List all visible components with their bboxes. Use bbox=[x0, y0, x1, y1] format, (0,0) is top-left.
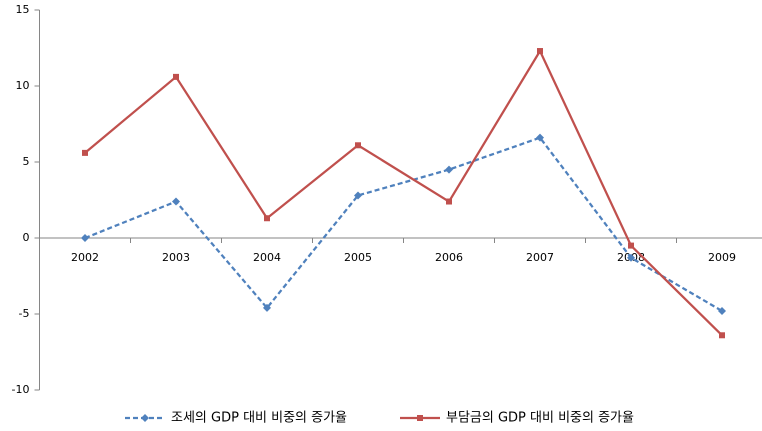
line bbox=[84, 48, 723, 337]
point bbox=[628, 242, 634, 249]
legend-marker bbox=[141, 414, 149, 422]
legend-item: 조세의 GDP 대비 비중의 증가율 bbox=[125, 411, 347, 426]
y-tick-label: -5 bbox=[19, 307, 30, 320]
point bbox=[264, 215, 270, 222]
y-tick-label: 15 bbox=[16, 3, 30, 16]
y-tick-label: -10 bbox=[12, 383, 30, 396]
x-tick-label: 2009 bbox=[708, 251, 736, 264]
legend-label: 조세의 GDP 대비 비중의 증가율 bbox=[171, 411, 347, 426]
point bbox=[537, 48, 543, 55]
legend-marker bbox=[417, 415, 423, 421]
point bbox=[718, 306, 726, 315]
x-tick-label: 2006 bbox=[435, 251, 463, 264]
point bbox=[354, 191, 362, 200]
legend-item: 부담금의 GDP 대비 비중의 증가율 bbox=[400, 411, 634, 426]
x-tick-label: 2007 bbox=[526, 251, 554, 264]
y-tick-label: 0 bbox=[23, 231, 30, 244]
point bbox=[172, 197, 180, 206]
line bbox=[84, 136, 723, 312]
point bbox=[173, 73, 179, 80]
point bbox=[445, 165, 453, 174]
point bbox=[263, 303, 271, 312]
x-tick-label: 2003 bbox=[162, 251, 190, 264]
y-tick-label: 10 bbox=[16, 79, 30, 92]
x-tick-label: 2002 bbox=[71, 251, 99, 264]
point bbox=[627, 253, 635, 262]
legend-label: 부담금의 GDP 대비 비중의 증가율 bbox=[446, 411, 634, 426]
point bbox=[446, 198, 452, 205]
y-tick-label: 5 bbox=[23, 155, 30, 168]
point bbox=[536, 133, 544, 142]
series bbox=[82, 48, 725, 339]
series bbox=[81, 133, 726, 315]
x-tick-label: 2005 bbox=[344, 251, 372, 264]
point bbox=[355, 142, 361, 149]
point bbox=[81, 234, 89, 242]
point bbox=[82, 149, 88, 156]
point bbox=[719, 332, 725, 339]
x-tick-label: 2004 bbox=[253, 251, 281, 264]
